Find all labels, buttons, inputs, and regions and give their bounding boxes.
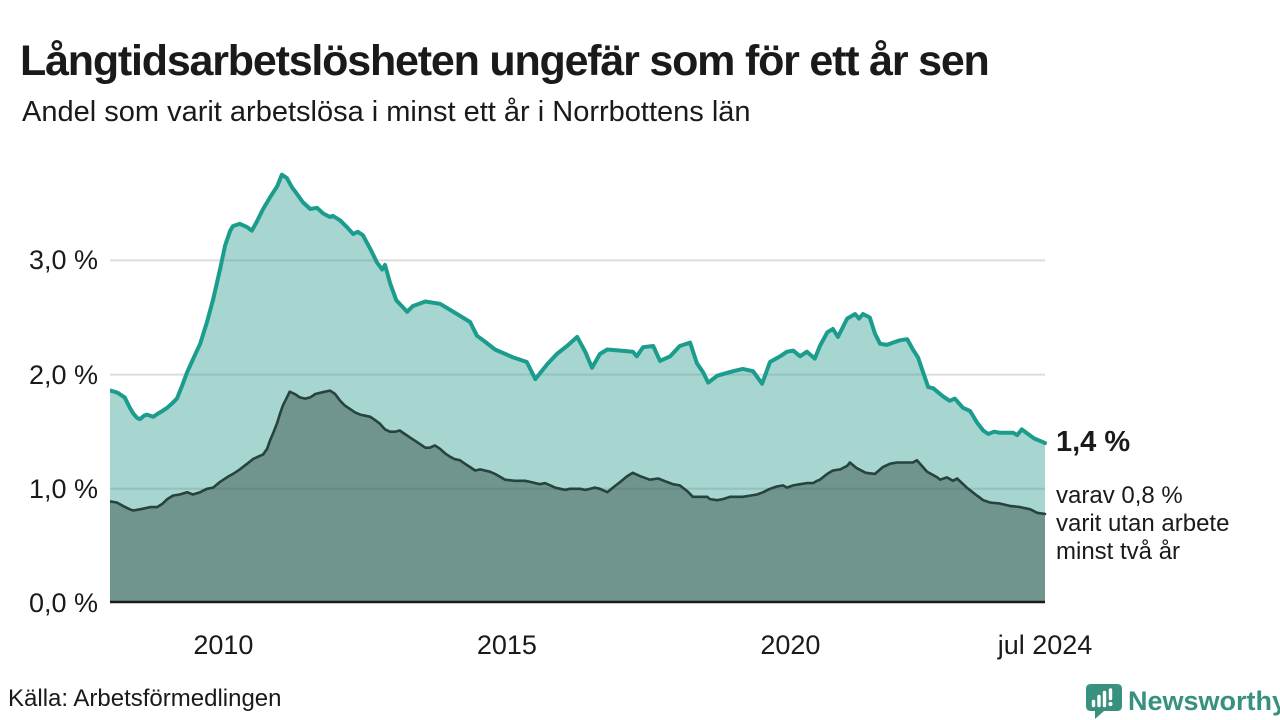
x-tick-label: 2020 <box>760 630 821 660</box>
line-one-year <box>110 172 1047 446</box>
x-tick-label: 2015 <box>476 630 537 660</box>
annotation-detail-line: minst två år <box>1056 538 1181 565</box>
page-title: Långtidsarbetslösheten ungefär som för e… <box>20 36 990 85</box>
y-tick-label: 3,0 % <box>28 245 98 276</box>
exclamation-dot-icon <box>1108 701 1113 707</box>
page-subtitle: Andel som varit arbetslösa i minst ett å… <box>22 96 751 128</box>
annotation-detail-line: varit utan arbete <box>1056 510 1230 537</box>
y-tick-label: 2,0 % <box>28 359 98 390</box>
line-two-year <box>110 389 1047 516</box>
area-fill-two-year <box>110 390 1045 603</box>
area-chart <box>110 172 1047 604</box>
y-tick-label: 0,0 % <box>28 588 98 618</box>
x-tick-label: 2010 <box>193 630 254 660</box>
annotation-detail: varav 0,8 % varit utan arbete minst två … <box>1056 482 1229 566</box>
newsworthy-logo-icon <box>1086 684 1122 719</box>
source-note: Källa: Arbetsförmedlingen <box>8 685 282 712</box>
annotation-detail-line: varav 0,8 % <box>1056 482 1183 509</box>
bar-chart-icon <box>1091 688 1113 708</box>
annotation-latest-value: 1,4 % <box>1056 426 1131 458</box>
area-fill-one-year <box>110 174 1045 603</box>
x-tick-label: jul 2024 <box>997 630 1093 660</box>
y-tick-label: 1,0 % <box>28 473 98 504</box>
newsworthy-wordmark: Newsworthy <box>1128 686 1280 716</box>
